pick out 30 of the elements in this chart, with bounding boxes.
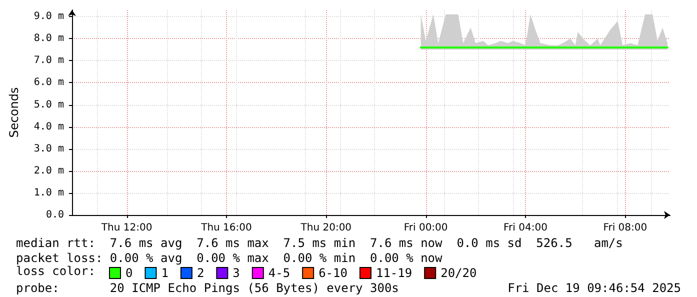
- x-tick-label: Thu 12:00: [100, 222, 152, 234]
- legend-label: 3: [232, 266, 240, 280]
- text: probe: 20 ICMP Echo Pings (56 Bytes) every 300s: [16, 281, 399, 295]
- x-tick-label: Fri 08:00: [603, 222, 648, 234]
- y-tick-label: 0.0: [46, 210, 64, 220]
- x-tick-label: Thu 16:00: [200, 222, 252, 234]
- x-tick-label: Fri 00:00: [404, 222, 448, 234]
- legend-label: 6-10: [318, 266, 348, 280]
- x-tick-label: Fri 04:00: [504, 222, 548, 234]
- text: Fri Dec 19 09:46:54 2025: [508, 281, 681, 295]
- legend-label: 1: [161, 266, 168, 280]
- y-axis-title: Seconds: [7, 87, 21, 138]
- y-tick-label: 3.0 m: [34, 143, 64, 154]
- y-tick-label: 8.0 m: [34, 33, 64, 44]
- legend-label: 11-19: [376, 266, 412, 280]
- y-tick-label: 1.0 m: [34, 187, 64, 198]
- y-tick-label: 4.0 m: [34, 121, 64, 132]
- y-tick-label: 7.0 m: [34, 55, 64, 66]
- x-tick-label: Thu 20:00: [300, 222, 352, 234]
- text: packet loss: 0.00 % avg 0.00 % max 0.00 % min 0.00 % now: [16, 251, 442, 265]
- y-tick-label: 5.0 m: [34, 99, 64, 110]
- legend-label: 0: [126, 266, 133, 280]
- y-tick-label: 2.0 m: [34, 165, 64, 176]
- text: median rtt: 7.6 ms avg 7.6 ms max 7.5 ms min 7.6 ms now 0.0 ms sd 526.5 am/s: [16, 236, 623, 250]
- legend-label: 4-5: [268, 266, 290, 280]
- y-tick-label: 6.0 m: [34, 77, 64, 88]
- legend-label: 20/20: [440, 266, 477, 280]
- legend-label: 2: [196, 266, 204, 280]
- y-tick-label: 9.0 m: [34, 11, 64, 22]
- legend-title: loss color:: [16, 264, 96, 278]
